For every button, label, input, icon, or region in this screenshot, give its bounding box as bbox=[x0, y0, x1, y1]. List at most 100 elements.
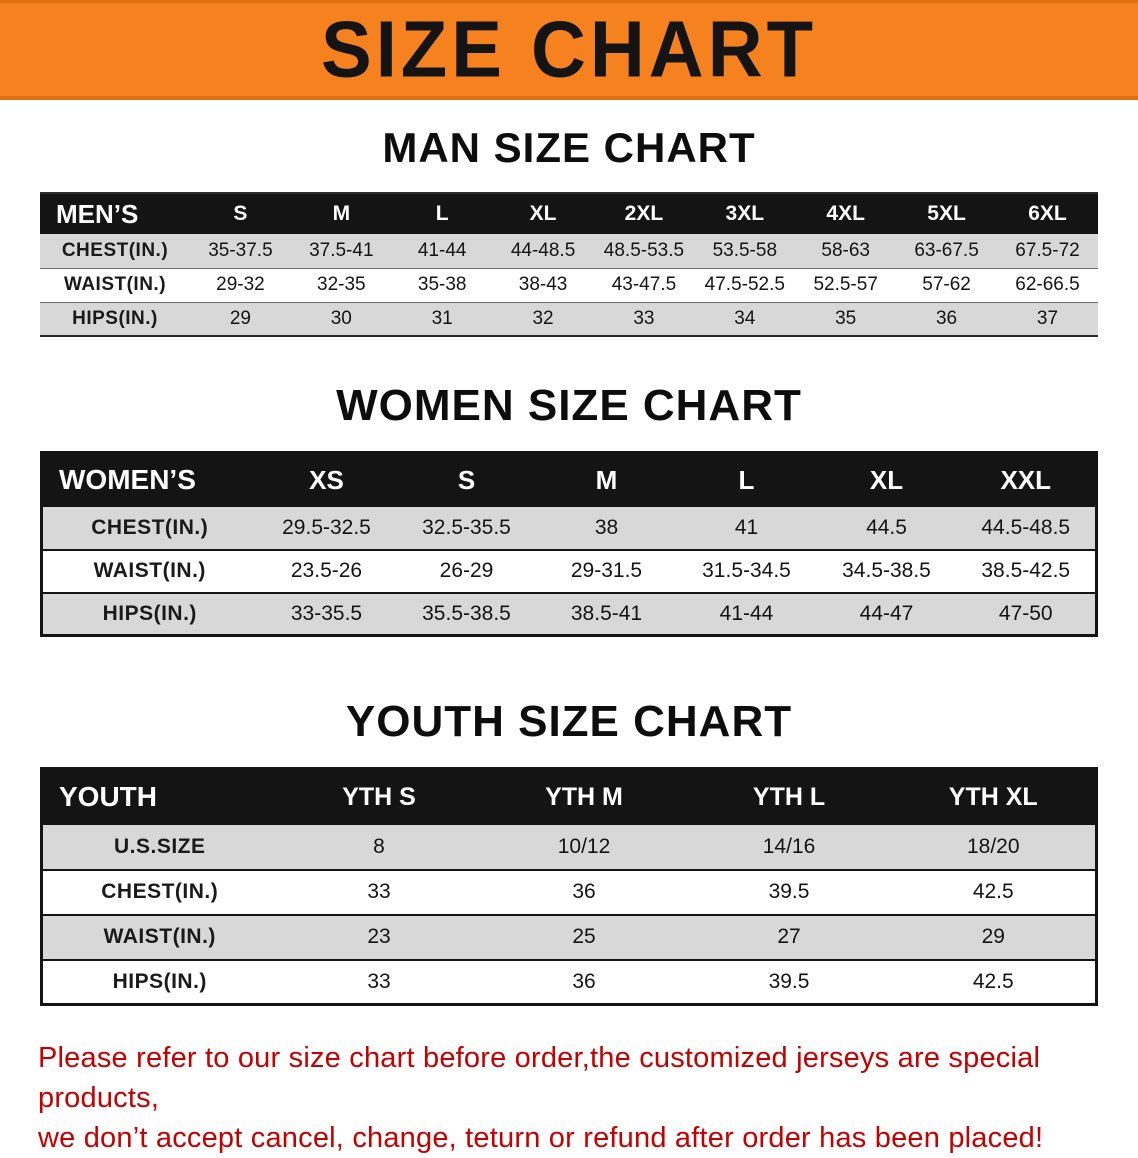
size-header-cell: YTH XL bbox=[948, 782, 1038, 811]
measurement-label: U.S.SIZE bbox=[113, 834, 206, 858]
order-policy-line-2: we don’t accept cancel, change, teturn o… bbox=[38, 1122, 1044, 1155]
size-header-cell: XL bbox=[869, 464, 904, 495]
size-header-cell: S bbox=[233, 202, 248, 225]
table-row: HIPS(IN.) 33-35.5 35.5-38.5 38.5-41 41-44 44-… bbox=[41, 592, 1097, 636]
size-value-cell: 44-47 bbox=[859, 601, 914, 625]
size-header-cell: XXL bbox=[1000, 464, 1052, 495]
size-header-cell: YTH S bbox=[342, 782, 416, 811]
measurement-label: HIPS(IN.) bbox=[72, 307, 158, 329]
size-value-cell: 38 bbox=[594, 515, 619, 539]
size-value-cell: 38-43 bbox=[518, 274, 568, 295]
size-value-cell: 41-44 bbox=[417, 239, 467, 261]
size-value-cell: 32 bbox=[532, 307, 554, 329]
size-value-cell: 47-50 bbox=[998, 601, 1053, 625]
table-row: CHEST(IN.) 33 36 39.5 42.5 bbox=[41, 869, 1097, 915]
size-value-cell: 37 bbox=[1036, 307, 1059, 329]
table-row: HIPS(IN.) 29 30 31 32 33 34 35 36 37 bbox=[40, 302, 1098, 336]
table-row: U.S.SIZE 8 10/12 14/16 18/20 bbox=[41, 824, 1097, 870]
size-value-cell: 42.5 bbox=[972, 969, 1014, 993]
measurement-label: CHEST(IN.) bbox=[61, 239, 169, 261]
size-value-cell: 14/16 bbox=[762, 834, 816, 858]
table-header-row: YOUTH YTH S YTH M YTH L YTH XL bbox=[41, 768, 1097, 825]
size-value-cell: 44.5 bbox=[866, 515, 907, 539]
size-value-cell: 32-35 bbox=[317, 274, 366, 295]
table-row: WAIST(IN.) 23 25 27 29 bbox=[41, 914, 1097, 960]
table-header-row: MEN’S S M L XL 2XL 3XL 4XL 5XL 6XL bbox=[40, 193, 1098, 234]
table-header-row: WOMEN’S XS S M L XL XXL bbox=[41, 452, 1097, 507]
size-value-cell: 52.5-57 bbox=[813, 274, 878, 295]
order-policy-line-1: Please refer to our size chart before or… bbox=[38, 1042, 1041, 1115]
size-value-cell: 47.5-52.5 bbox=[704, 274, 785, 295]
size-value-cell: 42.5 bbox=[972, 880, 1014, 903]
size-value-cell: 10/12 bbox=[557, 834, 611, 858]
women-size-chart-heading: WOMEN SIZE CHART bbox=[336, 381, 802, 430]
size-header-cell: L bbox=[435, 202, 449, 225]
size-value-cell: 35.5-38.5 bbox=[422, 601, 511, 625]
table-row: CHEST(IN.) 35-37.5 37.5-41 41-44 44-48.5 48.5… bbox=[40, 234, 1098, 268]
size-value-cell: 35-38 bbox=[417, 274, 467, 295]
size-value-cell: 39.5 bbox=[768, 969, 810, 993]
size-value-cell: 39.5 bbox=[768, 880, 810, 903]
size-header-cell: 4XL bbox=[826, 202, 865, 225]
size-value-cell: 29 bbox=[229, 307, 251, 329]
size-value-cell: 29.5-32.5 bbox=[282, 515, 371, 539]
size-value-cell: 44.5-48.5 bbox=[981, 515, 1071, 539]
size-value-cell: 34 bbox=[734, 307, 756, 329]
table-title-cell: YOUTH bbox=[59, 781, 157, 813]
size-value-cell: 35 bbox=[835, 307, 857, 329]
size-value-cell: 29-32 bbox=[216, 274, 265, 295]
size-header-cell: 3XL bbox=[725, 202, 765, 225]
size-header-cell: M bbox=[332, 202, 351, 225]
size-value-cell: 48.5-53.5 bbox=[603, 239, 685, 261]
size-value-cell: 23 bbox=[367, 925, 391, 948]
women-size-chart-section: WOMEN SIZE CHART WOMEN’S XS S M L XL XXL CHEST(… bbox=[0, 381, 1138, 637]
youth-size-chart-section: YOUTH SIZE CHART YOUTH YTH S YTH M YTH L YTH… bbox=[0, 697, 1138, 1006]
size-value-cell: 31.5-34.5 bbox=[702, 559, 791, 582]
table-row: WAIST(IN.) 29-32 32-35 35-38 38-43 43-47.5 47.… bbox=[40, 268, 1098, 302]
measurement-label: HIPS(IN.) bbox=[102, 601, 197, 625]
size-value-cell: 44-48.5 bbox=[510, 239, 576, 261]
size-value-cell: 36 bbox=[572, 880, 596, 903]
measurement-label: WAIST(IN.) bbox=[93, 559, 206, 582]
size-value-cell: 41 bbox=[734, 515, 759, 539]
size-value-cell: 58-63 bbox=[821, 239, 870, 261]
size-header-cell: 2XL bbox=[624, 202, 664, 225]
measurement-label: WAIST(IN.) bbox=[63, 274, 167, 295]
size-header-cell: M bbox=[595, 464, 618, 495]
size-header-cell: XS bbox=[309, 464, 344, 495]
measurement-label: WAIST(IN.) bbox=[103, 925, 216, 948]
order-policy-notice: Please refer to our size chart before or… bbox=[38, 1038, 1108, 1158]
measurement-label: CHEST(IN.) bbox=[91, 515, 209, 539]
size-value-cell: 26-29 bbox=[439, 559, 494, 582]
size-value-cell: 67.5-72 bbox=[1015, 239, 1080, 261]
size-value-cell: 23.5-26 bbox=[290, 559, 363, 582]
size-value-cell: 36 bbox=[935, 307, 958, 329]
size-value-cell: 63-67.5 bbox=[914, 239, 979, 261]
table-row: WAIST(IN.) 23.5-26 26-29 29-31.5 31.5-34.5 34… bbox=[41, 549, 1097, 593]
size-header-cell: L bbox=[738, 464, 755, 495]
size-value-cell: 25 bbox=[572, 925, 596, 948]
measurement-label: CHEST(IN.) bbox=[101, 880, 219, 903]
size-value-cell: 31 bbox=[431, 307, 453, 329]
man-size-chart-heading: MAN SIZE CHART bbox=[382, 124, 756, 171]
size-value-cell: 53.5-58 bbox=[712, 239, 778, 261]
size-chart-banner: SIZE CHART bbox=[0, 0, 1138, 100]
size-value-cell: 18/20 bbox=[966, 834, 1020, 858]
size-value-cell: 38.5-41 bbox=[570, 601, 643, 625]
banner-title: SIZE CHART bbox=[321, 4, 817, 95]
men-size-table: MEN’S S M L XL 2XL 3XL 4XL 5XL 6XL CHEST(IN.) 35-37… bbox=[40, 192, 1098, 337]
size-header-cell: XL bbox=[529, 202, 557, 225]
table-row: CHEST(IN.) 29.5-32.5 32.5-35.5 38 41 44.5 44.5… bbox=[41, 506, 1097, 550]
size-header-cell: 6XL bbox=[1028, 202, 1067, 225]
size-value-cell: 36 bbox=[572, 969, 596, 993]
size-value-cell: 41-44 bbox=[719, 601, 774, 625]
women-size-table: WOMEN’S XS S M L XL XXL CHEST(IN.) 29.5-32.5 32.5… bbox=[40, 451, 1098, 637]
youth-size-table: YOUTH YTH S YTH M YTH L YTH XL U.S.SIZE 8 10/12… bbox=[40, 767, 1098, 1006]
size-value-cell: 34.5-38.5 bbox=[842, 559, 931, 582]
table-title-cell: MEN’S bbox=[56, 198, 139, 229]
size-value-cell: 32.5-35.5 bbox=[422, 515, 511, 539]
size-value-cell: 33-35.5 bbox=[290, 601, 363, 625]
size-value-cell: 37.5-41 bbox=[309, 239, 374, 261]
measurement-label: HIPS(IN.) bbox=[112, 969, 207, 993]
size-value-cell: 62-66.5 bbox=[1015, 274, 1080, 295]
